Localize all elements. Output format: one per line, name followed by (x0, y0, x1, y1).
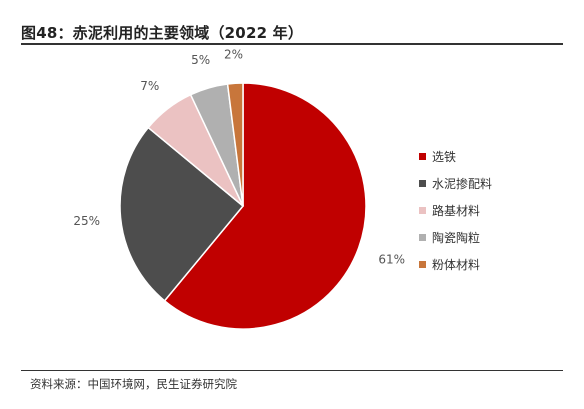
value-label-cement-admixture: 25% (73, 214, 100, 228)
legend-swatch (419, 234, 426, 241)
title-underline (21, 43, 563, 45)
slice-iron-extraction (163, 82, 367, 330)
legend-swatch (419, 261, 426, 268)
legend-item-cement-admixture: 水泥掺配料 (419, 170, 492, 197)
legend-label: 陶瓷陶粒 (432, 231, 481, 245)
legend-item-roadbed-material: 路基材料 (419, 197, 492, 224)
legend-label: 水泥掺配料 (432, 177, 493, 191)
pie-value-labels: 61% 25% 7% 5% 2% (73, 47, 405, 266)
chart-legend: 选铁 水泥掺配料 路基材料 陶瓷陶粒 粉体材料 (419, 143, 492, 278)
slice-cement-admixture (119, 126, 244, 302)
source-divider (21, 370, 563, 371)
legend-item-powder-material: 粉体材料 (419, 251, 492, 278)
legend-label: 粉体材料 (432, 258, 481, 272)
figure-title: 图48：赤泥利用的主要领域（2022 年） (21, 24, 304, 42)
legend-swatch (419, 207, 426, 214)
value-label-powder-material: 2% (224, 47, 243, 61)
source-note: 资料来源：中国环境网，民生证券研究院 (30, 377, 237, 391)
pie-slices (119, 82, 367, 330)
legend-label: 路基材料 (432, 204, 481, 218)
legend-item-iron-extraction: 选铁 (419, 143, 492, 170)
value-label-iron-extraction: 61% (378, 253, 405, 267)
value-label-ceramsite: 5% (191, 53, 210, 67)
legend-swatch (419, 153, 426, 160)
slice-powder-material (226, 82, 244, 207)
legend-item-ceramsite: 陶瓷陶粒 (419, 224, 492, 251)
value-label-roadbed-material: 7% (140, 79, 159, 93)
legend-swatch (419, 180, 426, 187)
legend-label: 选铁 (432, 150, 457, 164)
